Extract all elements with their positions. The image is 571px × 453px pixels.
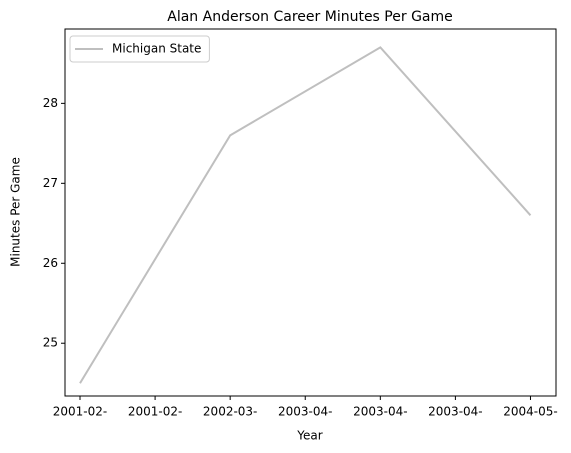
axes-frame: [64, 28, 557, 397]
y-tick-label: 26: [43, 256, 58, 270]
x-axis-label: Year: [296, 429, 322, 443]
legend-box: [69, 35, 210, 63]
x-tick-label: 2003-04-: [278, 405, 332, 419]
legend: Michigan State: [69, 35, 210, 63]
chart-title: Alan Anderson Career Minutes Per Game: [167, 9, 453, 25]
x-tick-label: 2003-04-: [353, 405, 407, 419]
x-tick-label: 2001-02-: [128, 405, 182, 419]
x-tick-label: 2001-02-: [53, 405, 107, 419]
x-tick-label: 2003-04-: [428, 405, 482, 419]
y-tick-label: 28: [43, 96, 58, 110]
legend-label: Michigan State: [112, 42, 201, 56]
x-tick-label: 2002-03-: [203, 405, 257, 419]
line: [79, 46, 532, 384]
y-tick-label: 27: [43, 176, 58, 190]
y-tick-label: 25: [43, 336, 58, 350]
x-tick-label: 2004-05-: [503, 405, 557, 419]
y-axis-label: Minutes Per Game: [9, 157, 23, 267]
